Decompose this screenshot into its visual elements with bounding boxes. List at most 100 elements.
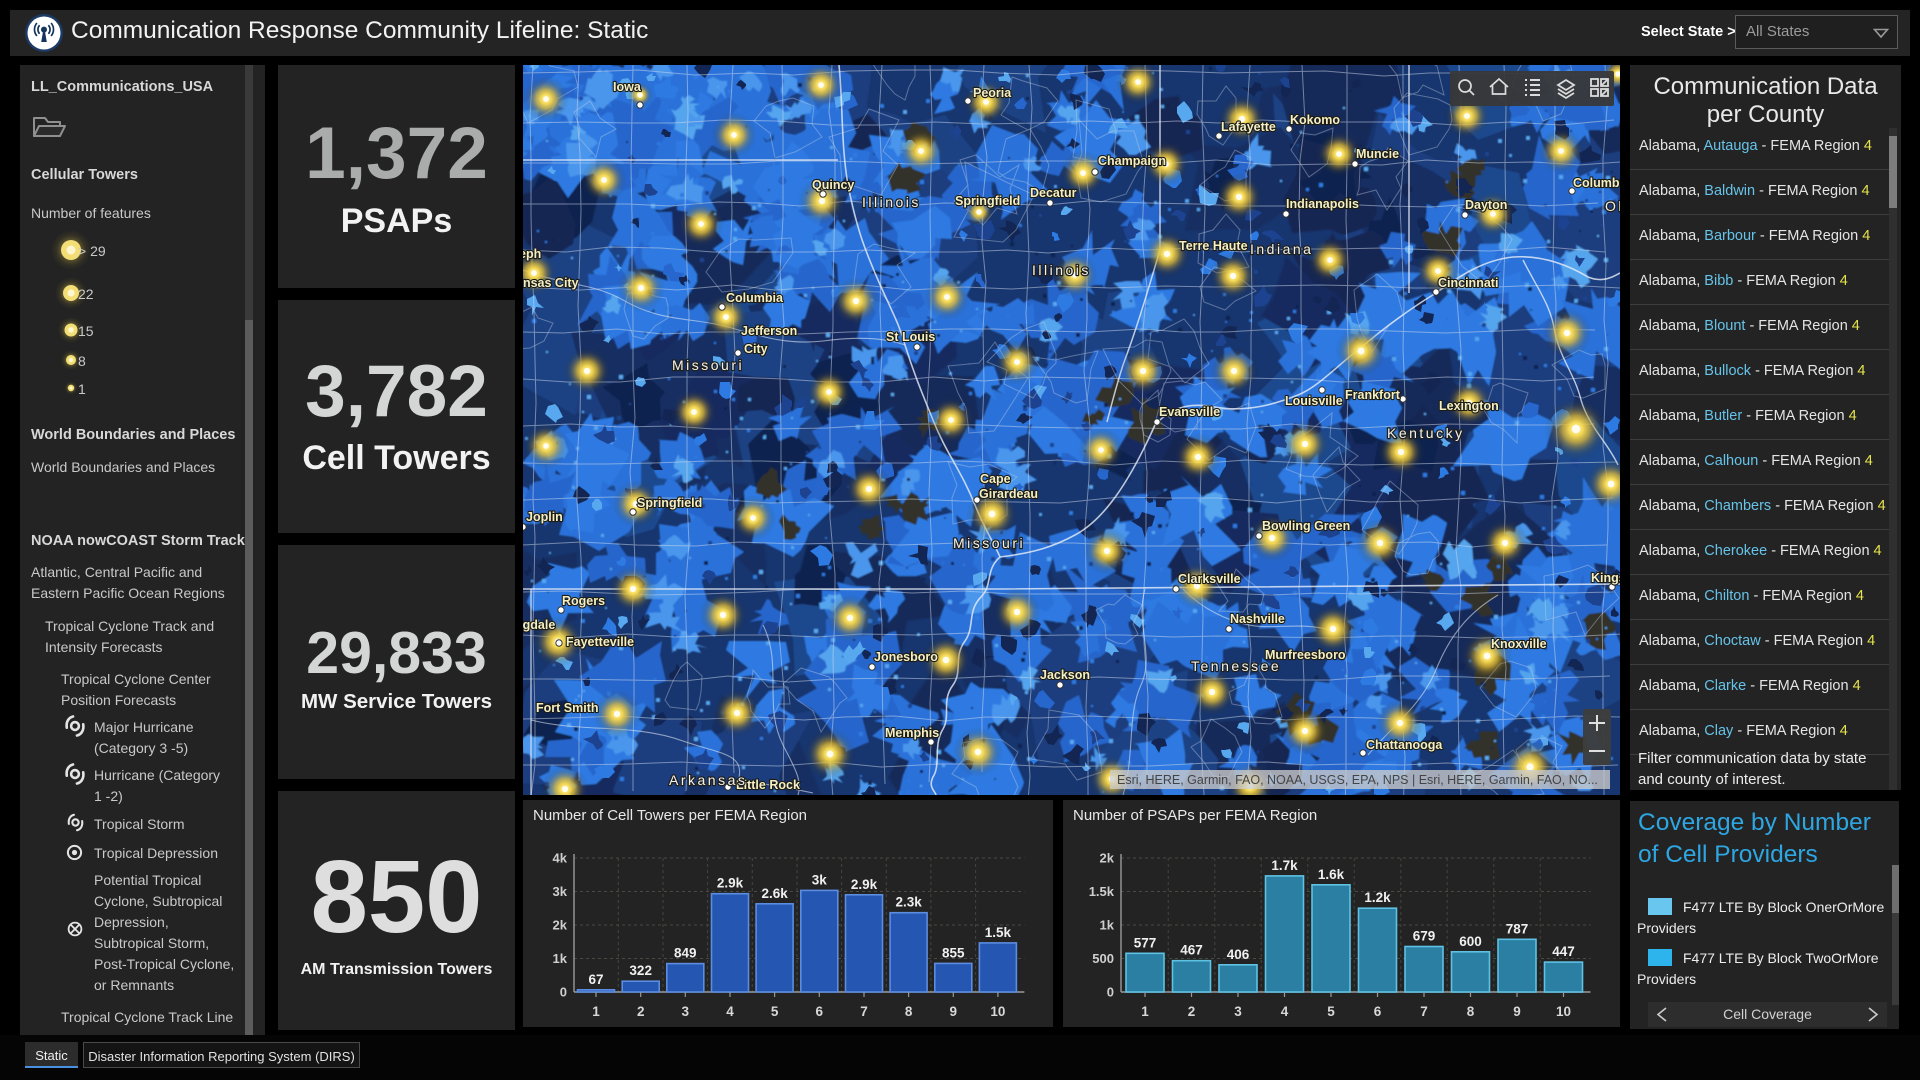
svg-text:67: 67 bbox=[588, 972, 603, 987]
svg-text:500: 500 bbox=[1092, 951, 1114, 966]
svg-text:322: 322 bbox=[629, 963, 652, 978]
svg-text:Indianapolis: Indianapolis bbox=[1286, 197, 1359, 211]
svg-text:2.9k: 2.9k bbox=[717, 876, 744, 891]
svg-text:2.9k: 2.9k bbox=[851, 877, 878, 892]
svg-text:0: 0 bbox=[560, 985, 567, 1000]
svg-text:Chattanooga: Chattanooga bbox=[1366, 738, 1443, 752]
svg-text:Lexington: Lexington bbox=[1439, 399, 1499, 413]
svg-text:8: 8 bbox=[905, 1004, 913, 1019]
svg-text:Muncie: Muncie bbox=[1356, 147, 1399, 161]
svg-text:2.3k: 2.3k bbox=[895, 895, 922, 910]
svg-text:2k: 2k bbox=[553, 918, 568, 933]
svg-text:447: 447 bbox=[1552, 944, 1575, 959]
svg-text:4k: 4k bbox=[553, 851, 568, 866]
svg-text:1.5k: 1.5k bbox=[985, 925, 1012, 940]
svg-text:Kingsp: Kingsp bbox=[1591, 571, 1620, 585]
svg-text:Memphis: Memphis bbox=[885, 726, 939, 740]
svg-text:Kokomo: Kokomo bbox=[1290, 113, 1340, 127]
svg-text:Girardeau: Girardeau bbox=[979, 487, 1038, 501]
svg-text:9: 9 bbox=[950, 1004, 958, 1019]
svg-text:1.7k: 1.7k bbox=[1271, 858, 1298, 873]
svg-text:Frankfort: Frankfort bbox=[1345, 388, 1401, 402]
svg-text:2: 2 bbox=[1188, 1004, 1196, 1019]
svg-text:Dayton: Dayton bbox=[1465, 198, 1507, 212]
svg-text:600: 600 bbox=[1459, 934, 1482, 949]
svg-text:Fayetteville: Fayetteville bbox=[566, 635, 634, 649]
svg-text:6: 6 bbox=[816, 1004, 824, 1019]
svg-text:Iowa: Iowa bbox=[613, 80, 642, 94]
svg-text:9: 9 bbox=[1513, 1004, 1521, 1019]
svg-text:467: 467 bbox=[1180, 943, 1203, 958]
svg-text:1.5k: 1.5k bbox=[1089, 884, 1115, 899]
svg-text:10: 10 bbox=[1556, 1004, 1571, 1019]
svg-text:3k: 3k bbox=[553, 884, 568, 899]
svg-text:1k: 1k bbox=[1100, 918, 1115, 933]
svg-text:8: 8 bbox=[1467, 1004, 1475, 1019]
svg-text:1.6k: 1.6k bbox=[1318, 867, 1345, 882]
svg-text:679: 679 bbox=[1413, 929, 1436, 944]
svg-text:10: 10 bbox=[990, 1004, 1005, 1019]
svg-text:Missouri: Missouri bbox=[953, 535, 1025, 551]
svg-text:Missouri: Missouri bbox=[672, 357, 744, 373]
svg-text:406: 406 bbox=[1227, 947, 1250, 962]
svg-text:St Louis: St Louis bbox=[886, 330, 935, 344]
svg-text:Columbia: Columbia bbox=[726, 291, 784, 305]
svg-text:Terre Haute: Terre Haute bbox=[1179, 239, 1248, 253]
svg-text:2.6k: 2.6k bbox=[761, 886, 788, 901]
svg-text:Ohi: Ohi bbox=[1605, 198, 1620, 214]
svg-text:787: 787 bbox=[1506, 921, 1529, 936]
svg-text:3: 3 bbox=[1234, 1004, 1242, 1019]
svg-text:Clarksville: Clarksville bbox=[1178, 572, 1241, 586]
svg-text:Columbu: Columbu bbox=[1573, 176, 1620, 190]
svg-text:Indiana: Indiana bbox=[1250, 241, 1313, 257]
svg-text:Cape: Cape bbox=[980, 472, 1011, 486]
svg-text:5: 5 bbox=[1327, 1004, 1335, 1019]
svg-text:Lafayette: Lafayette bbox=[1221, 120, 1276, 134]
svg-text:7: 7 bbox=[1420, 1004, 1428, 1019]
svg-text:City: City bbox=[744, 342, 768, 356]
svg-text:Illinois: Illinois bbox=[862, 194, 921, 210]
svg-text:Tennessee: Tennessee bbox=[1191, 658, 1281, 674]
svg-text:Little Rock: Little Rock bbox=[736, 778, 800, 792]
svg-text:Murfreesboro: Murfreesboro bbox=[1265, 648, 1346, 662]
svg-text:3k: 3k bbox=[812, 872, 828, 887]
svg-text:Jonesboro: Jonesboro bbox=[874, 650, 938, 664]
svg-text:eph: eph bbox=[523, 247, 541, 261]
svg-text:Louisville: Louisville bbox=[1285, 394, 1343, 408]
svg-text:ngdale: ngdale bbox=[523, 618, 555, 632]
svg-text:849: 849 bbox=[674, 946, 697, 961]
svg-text:1: 1 bbox=[592, 1004, 600, 1019]
svg-text:Illinois: Illinois bbox=[1032, 262, 1091, 278]
svg-text:4: 4 bbox=[726, 1004, 734, 1019]
svg-text:Kentucky: Kentucky bbox=[1387, 425, 1465, 441]
svg-text:Evansville: Evansville bbox=[1159, 405, 1220, 419]
svg-text:Number of PSAPs per FEMA Regio: Number of PSAPs per FEMA Region bbox=[1073, 807, 1317, 824]
svg-text:Quincy: Quincy bbox=[812, 178, 854, 192]
svg-text:Champaign: Champaign bbox=[1098, 154, 1166, 168]
svg-text:Fort Smith: Fort Smith bbox=[536, 701, 599, 715]
svg-text:2: 2 bbox=[637, 1004, 645, 1019]
svg-text:7: 7 bbox=[860, 1004, 868, 1019]
svg-text:Esri, HERE, Garmin, FAO, NOAA,: Esri, HERE, Garmin, FAO, NOAA, USGS, EPA… bbox=[1117, 773, 1598, 787]
svg-text:Springfield: Springfield bbox=[955, 194, 1020, 208]
svg-text:Number of Cell Towers per FEMA: Number of Cell Towers per FEMA Region bbox=[533, 807, 807, 824]
svg-text:855: 855 bbox=[942, 945, 965, 960]
svg-text:4: 4 bbox=[1281, 1004, 1289, 1019]
svg-text:577: 577 bbox=[1134, 935, 1157, 950]
svg-text:Rogers: Rogers bbox=[562, 594, 605, 608]
svg-text:Jefferson: Jefferson bbox=[741, 324, 797, 338]
svg-text:0: 0 bbox=[1107, 985, 1114, 1000]
svg-text:Springfield: Springfield bbox=[637, 496, 702, 510]
svg-text:3: 3 bbox=[682, 1004, 690, 1019]
svg-text:Cincinnati: Cincinnati bbox=[1438, 276, 1498, 290]
svg-text:2k: 2k bbox=[1100, 851, 1115, 866]
svg-text:ansas City: ansas City bbox=[523, 276, 579, 290]
svg-text:1: 1 bbox=[1141, 1004, 1149, 1019]
svg-text:Nashville: Nashville bbox=[1230, 612, 1285, 626]
svg-text:Joplin: Joplin bbox=[526, 510, 563, 524]
svg-text:Decatur: Decatur bbox=[1030, 186, 1077, 200]
svg-text:Peoria: Peoria bbox=[973, 86, 1012, 100]
svg-text:6: 6 bbox=[1374, 1004, 1382, 1019]
svg-text:1k: 1k bbox=[553, 951, 568, 966]
svg-text:5: 5 bbox=[771, 1004, 779, 1019]
